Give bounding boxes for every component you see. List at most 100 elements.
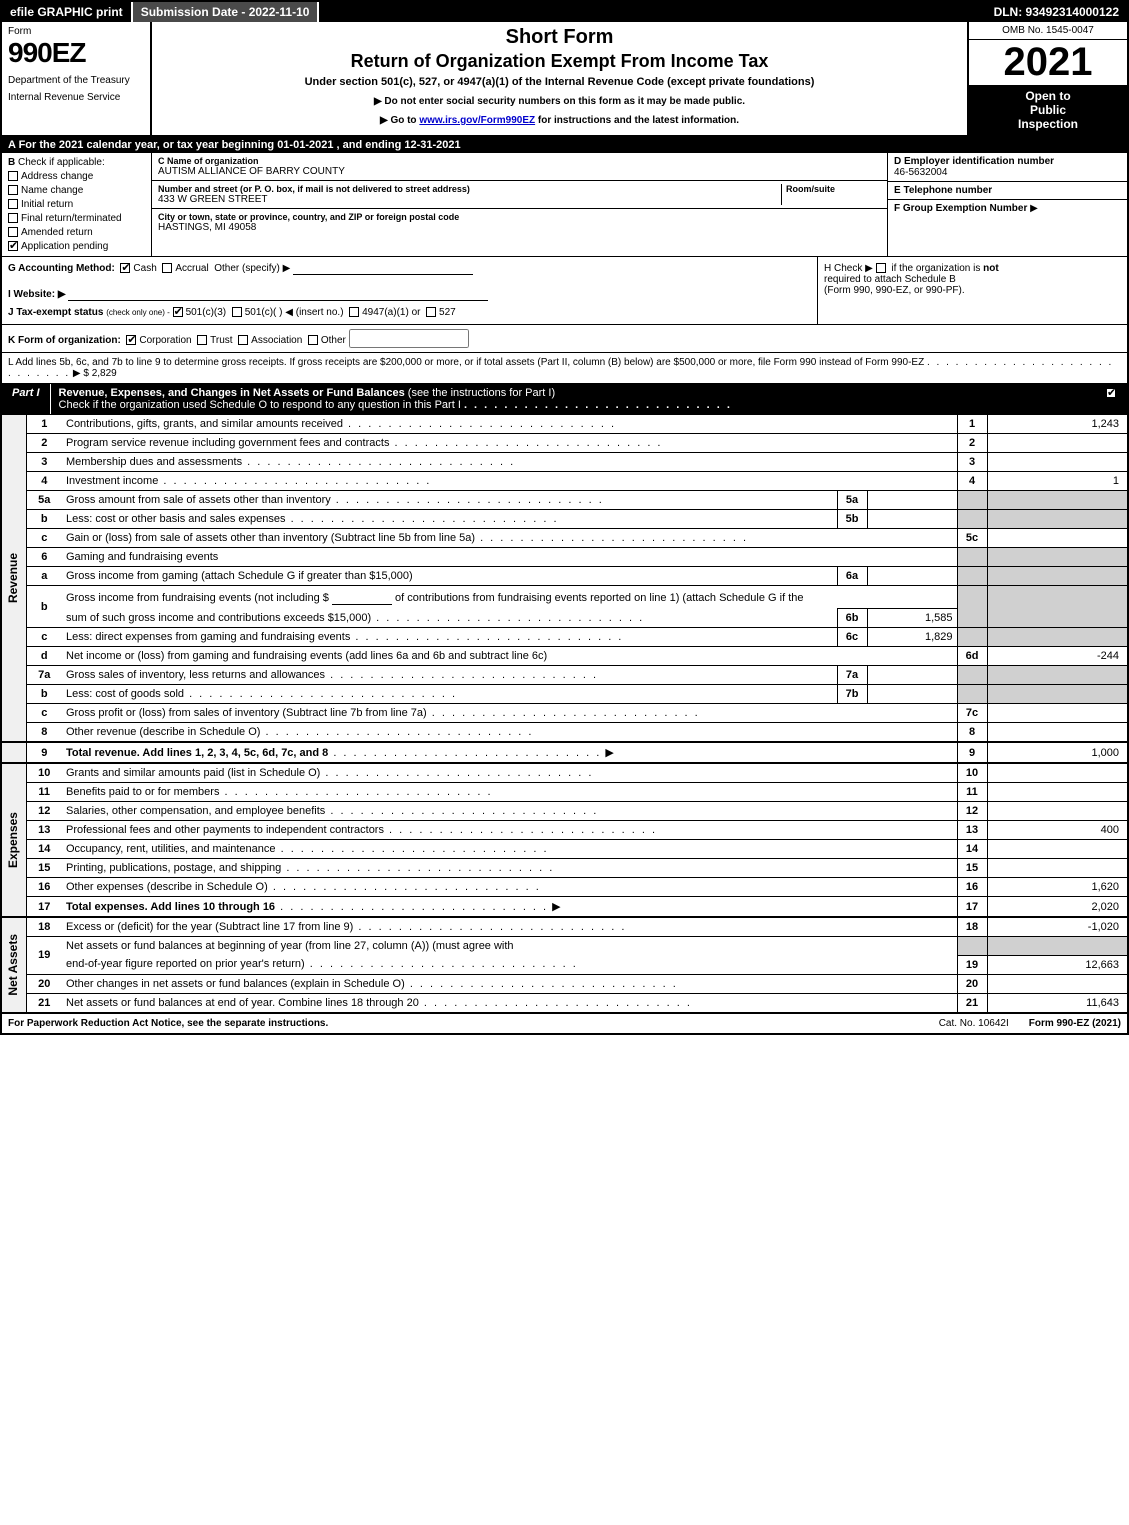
part-i-check-line: Check if the organization used Schedule …: [59, 399, 461, 411]
line-5a: 5a Gross amount from sale of assets othe…: [2, 491, 1127, 510]
street-header: Number and street (or P. O. box, if mail…: [158, 184, 781, 194]
note-url: ▶ Go to www.irs.gov/Form990EZ for instru…: [156, 115, 963, 126]
4947-checkbox[interactable]: [349, 307, 359, 317]
schedule-o-checkbox[interactable]: [1106, 388, 1116, 398]
amt-12: [987, 802, 1127, 821]
line-13: 13 Professional fees and other payments …: [2, 821, 1127, 840]
part-i-tag: Part I: [2, 384, 51, 414]
sub-6a: [867, 567, 957, 586]
line-5c: c Gain or (loss) from sale of assets oth…: [2, 529, 1127, 548]
form-number: 990EZ: [8, 37, 144, 69]
line-6d: d Net income or (loss) from gaming and f…: [2, 647, 1127, 666]
sub-6b: 1,585: [867, 609, 957, 628]
dept-label: Department of the Treasury: [8, 75, 144, 86]
line-15: 15 Printing, publications, postage, and …: [2, 859, 1127, 878]
org-other-input[interactable]: [349, 329, 469, 348]
line-16: 16 Other expenses (describe in Schedule …: [2, 878, 1127, 897]
contrib-input[interactable]: [332, 589, 392, 605]
netassets-section-label: Net Assets: [6, 934, 20, 996]
527-checkbox[interactable]: [426, 307, 436, 317]
website-input[interactable]: [68, 285, 488, 301]
line-7a: 7a Gross sales of inventory, less return…: [2, 666, 1127, 685]
schedule-b-checkbox[interactable]: [876, 263, 886, 273]
city-header: City or town, state or province, country…: [158, 212, 881, 222]
street-value: 433 W GREEN STREET: [158, 194, 781, 205]
section-B: B Check if applicable: Address change Na…: [2, 153, 152, 256]
irs-link[interactable]: www.irs.gov/Form990EZ: [419, 115, 535, 126]
opt-initial-return[interactable]: Initial return: [8, 199, 145, 210]
submission-date-label: Submission Date - 2022-11-10: [133, 2, 320, 22]
section-DEF: D Employer identification number 46-5632…: [887, 153, 1127, 256]
opt-amended-return[interactable]: Amended return: [8, 227, 145, 238]
sub-5b: [867, 510, 957, 529]
tax-exempt-label: J Tax-exempt status: [8, 307, 103, 318]
row-K: K Form of organization: Corporation Trus…: [2, 325, 1127, 353]
amt-5c: [987, 529, 1127, 548]
row-L: L Add lines 5b, 6c, and 7b to line 9 to …: [2, 353, 1127, 384]
line-6b-1: b Gross income from fundraising events (…: [2, 586, 1127, 609]
efile-print-label[interactable]: efile GRAPHIC print: [2, 2, 133, 22]
501c3-checkbox[interactable]: [173, 307, 183, 317]
line-14: 14 Occupancy, rent, utilities, and maint…: [2, 840, 1127, 859]
room-header: Room/suite: [786, 184, 881, 194]
corp-checkbox[interactable]: [126, 335, 136, 345]
line-17: 17 Total expenses. Add lines 10 through …: [2, 897, 1127, 918]
line-7c: c Gross profit or (loss) from sales of i…: [2, 704, 1127, 723]
omb-number: OMB No. 1545-0047: [969, 22, 1127, 40]
sub-6c: 1,829: [867, 628, 957, 647]
tax-year: 2021: [969, 40, 1127, 85]
amt-20: [987, 974, 1127, 993]
line-18: Net Assets 18 Excess or (deficit) for th…: [2, 917, 1127, 937]
line-10: Expenses 10 Grants and similar amounts p…: [2, 763, 1127, 783]
line-12: 12 Salaries, other compensation, and emp…: [2, 802, 1127, 821]
lines-table: Revenue 1 Contributions, gifts, grants, …: [2, 414, 1127, 1012]
section-H: H Check ▶ if the organization is not req…: [817, 257, 1127, 324]
revenue-section-label: Revenue: [6, 553, 20, 603]
arrow-icon: [548, 901, 564, 913]
line-6c: c Less: direct expenses from gaming and …: [2, 628, 1127, 647]
assoc-checkbox[interactable]: [238, 335, 248, 345]
opt-name-change[interactable]: Name change: [8, 185, 145, 196]
opt-final-return[interactable]: Final return/terminated: [8, 213, 145, 224]
line-6: 6 Gaming and fundraising events: [2, 548, 1127, 567]
arrow-icon: [601, 747, 617, 759]
line-21: 21 Net assets or fund balances at end of…: [2, 993, 1127, 1012]
sub-5a: [867, 491, 957, 510]
accrual-checkbox[interactable]: [162, 263, 172, 273]
amt-3: [987, 453, 1127, 472]
part-i-title: Revenue, Expenses, and Changes in Net As…: [59, 387, 405, 399]
ein-header: D Employer identification number: [894, 156, 1121, 167]
title-short-form: Short Form: [156, 26, 963, 49]
accounting-other-input[interactable]: [293, 263, 473, 275]
amt-16: 1,620: [987, 878, 1127, 897]
paperwork-notice: For Paperwork Reduction Act Notice, see …: [8, 1018, 919, 1029]
subtitle: Under section 501(c), 527, or 4947(a)(1)…: [156, 76, 963, 88]
ein-value: 46-5632004: [894, 167, 1121, 178]
cash-checkbox[interactable]: [120, 263, 130, 273]
website-label: I Website: ▶: [8, 289, 66, 300]
other-checkbox[interactable]: [308, 335, 318, 345]
inspection-badge: Open to Public Inspection: [969, 85, 1127, 135]
opt-application-pending[interactable]: Application pending: [8, 241, 145, 252]
line-9: 9 Total revenue. Add lines 1, 2, 3, 4, 5…: [2, 742, 1127, 763]
sub-7a: [867, 666, 957, 685]
sub-7b: [867, 685, 957, 704]
opt-address-change[interactable]: Address change: [8, 171, 145, 182]
line-2: 2 Program service revenue including gove…: [2, 434, 1127, 453]
amt-18: -1,020: [987, 917, 1127, 937]
amt-7c: [987, 704, 1127, 723]
section-C: C Name of organization AUTISM ALLIANCE O…: [152, 153, 887, 256]
gross-receipts-amount: ▶ $ 2,829: [73, 368, 117, 379]
501c-checkbox[interactable]: [232, 307, 242, 317]
cat-number: Cat. No. 10642I: [939, 1018, 1009, 1029]
amt-8: [987, 723, 1127, 743]
org-name: AUTISM ALLIANCE OF BARRY COUNTY: [158, 166, 881, 177]
amt-11: [987, 783, 1127, 802]
trust-checkbox[interactable]: [197, 335, 207, 345]
title-main: Return of Organization Exempt From Incom…: [156, 51, 963, 72]
amt-15: [987, 859, 1127, 878]
line-8: 8 Other revenue (describe in Schedule O)…: [2, 723, 1127, 743]
line-5b: b Less: cost or other basis and sales ex…: [2, 510, 1127, 529]
line-19-1: 19 Net assets or fund balances at beginn…: [2, 937, 1127, 956]
amt-19: 12,663: [987, 955, 1127, 974]
